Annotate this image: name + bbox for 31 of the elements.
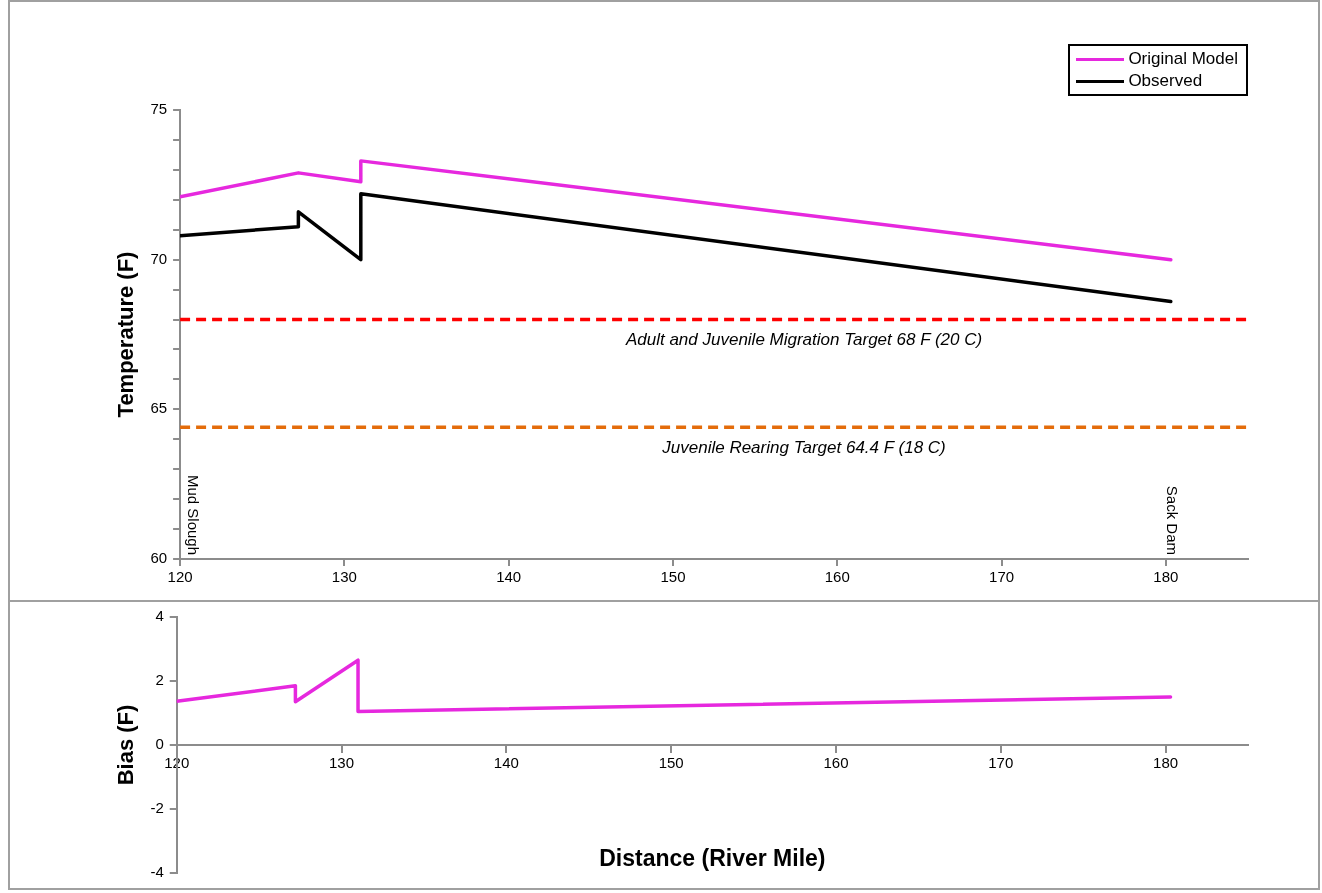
y-tick-label: -2: [150, 799, 164, 817]
x-axis-title: Distance (River Mile): [599, 845, 826, 872]
x-tick-label: 170: [988, 754, 1014, 772]
x-tick-label: 160: [823, 754, 849, 772]
annotation: Mud Slough: [184, 474, 202, 555]
ref-line-label: Adult and Juvenile Migration Target 68 F (20 C): [624, 329, 983, 349]
x-tick-label: 150: [658, 754, 684, 772]
y-tick-label: 60: [150, 549, 168, 567]
y-tick-label: -4: [150, 863, 164, 881]
ref-line-label: Juvenile Rearing Target 64.4 F (18 C): [661, 437, 946, 457]
x-tick-label: 130: [331, 568, 357, 586]
x-tick-label: 180: [1153, 754, 1179, 772]
y-tick-label: 65: [150, 399, 168, 417]
y-tick-label: 75: [150, 100, 168, 118]
y-tick-label: 0: [155, 735, 164, 753]
y-tick-label: 4: [155, 607, 164, 625]
x-tick-label: 150: [660, 568, 686, 586]
x-tick-label: 170: [989, 568, 1015, 586]
x-tick-label: 120: [167, 568, 193, 586]
x-tick-label: 140: [496, 568, 522, 586]
legend-label: Original Model: [1128, 49, 1238, 69]
y-tick-label: 70: [150, 249, 168, 267]
x-tick-label: 140: [493, 754, 519, 772]
x-tick-label: 180: [1153, 568, 1179, 586]
annotation: Sack Dam: [1163, 485, 1181, 555]
legend-label: Observed: [1128, 71, 1203, 91]
x-tick-label: 160: [824, 568, 850, 586]
y-tick-label: 2: [155, 671, 164, 689]
y-axis-title: Bias (F): [113, 704, 139, 786]
x-tick-label: 130: [329, 754, 355, 772]
y-axis-title: Temperature (F): [113, 251, 139, 418]
